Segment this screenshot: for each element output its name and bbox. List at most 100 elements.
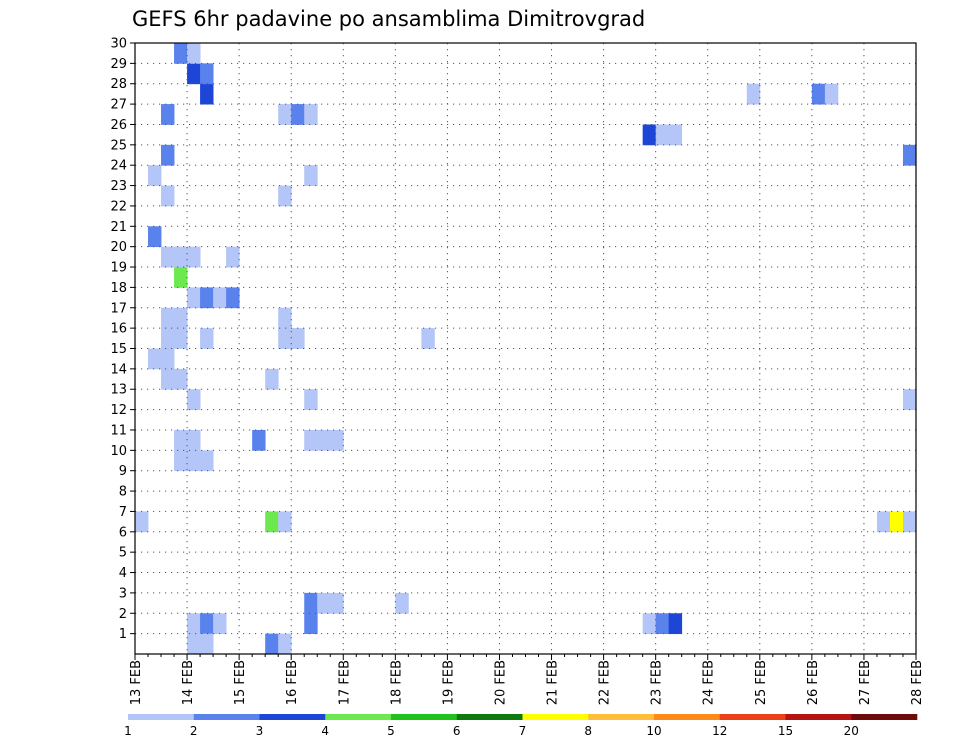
heatmap-cell xyxy=(395,592,409,614)
legend-label: 12 xyxy=(712,724,727,738)
heatmap-cell xyxy=(668,613,683,635)
heatmap-cell xyxy=(161,246,175,268)
y-tick-label: 21 xyxy=(110,220,127,235)
heatmap-cell xyxy=(291,104,305,125)
heatmap-cell xyxy=(161,307,175,329)
heatmap-cell xyxy=(304,592,318,614)
heatmap-cell xyxy=(174,429,188,451)
y-tick-label: 28 xyxy=(110,77,127,92)
x-tick-label: 14 FEB xyxy=(181,660,196,705)
heatmap-cell xyxy=(187,429,201,451)
x-tick-label: 28 FEB xyxy=(910,660,925,705)
heatmap-cells xyxy=(135,43,917,655)
legend-label: 10 xyxy=(646,724,661,738)
heatmap-cell xyxy=(213,613,227,635)
y-tick-label: 30 xyxy=(110,37,127,52)
heatmap-cell xyxy=(187,246,201,268)
heatmap-cell xyxy=(161,328,175,349)
heatmap-cell xyxy=(187,389,201,410)
heatmap-cell xyxy=(161,185,175,207)
legend-swatch xyxy=(588,714,655,720)
heatmap-cell xyxy=(902,511,917,533)
y-tick-label: 14 xyxy=(110,362,127,377)
y-tick-label: 29 xyxy=(110,57,127,72)
heatmap-cell xyxy=(278,328,292,349)
legend-swatch xyxy=(259,714,326,720)
legend-label: 2 xyxy=(190,724,198,738)
legend-label: 6 xyxy=(453,724,461,738)
x-tick-label: 25 FEB xyxy=(754,660,769,705)
heatmap-cell xyxy=(135,511,149,533)
legend-swatch xyxy=(785,714,852,720)
chart-title: GEFS 6hr padavine po ansamblima Dimitrov… xyxy=(132,7,645,31)
color-legend: 1 2 3 4 5 6 7 8 10 12 15 20 xyxy=(124,714,918,738)
heatmap-cell xyxy=(278,104,292,125)
heatmap-cell xyxy=(304,429,318,451)
y-tick-label: 5 xyxy=(119,546,127,561)
y-tick-label: 17 xyxy=(110,301,127,316)
heatmap-cell xyxy=(811,83,826,105)
x-tick-label: 24 FEB xyxy=(702,660,717,705)
y-tick-label: 26 xyxy=(110,118,127,133)
heatmap-cell xyxy=(317,429,331,451)
heatmap-cell xyxy=(200,287,214,309)
heatmap-cell xyxy=(187,43,201,64)
heatmap-cell xyxy=(148,226,162,248)
heatmap-cell xyxy=(187,63,201,85)
x-tick-label: 20 FEB xyxy=(493,660,508,705)
y-tick-label: 9 xyxy=(119,464,127,479)
legend-label: 3 xyxy=(256,724,264,738)
x-tick-label: 15 FEB xyxy=(233,660,248,705)
heatmap-cell xyxy=(252,429,266,451)
heatmap-cell xyxy=(200,328,214,349)
heatmap-cell xyxy=(161,368,175,390)
heatmap-cell xyxy=(213,287,227,309)
x-tick-label: 22 FEB xyxy=(598,660,613,705)
heatmap-cell xyxy=(304,613,318,635)
heatmap-cell xyxy=(174,328,188,349)
y-tick-label: 1 xyxy=(119,627,127,642)
y-tick-label: 18 xyxy=(110,281,127,296)
y-tick-label: 24 xyxy=(110,159,127,174)
heatmap-cell xyxy=(200,450,214,472)
heatmap-cell xyxy=(642,613,657,635)
legend-swatch xyxy=(719,714,786,720)
x-tick-label: 13 FEB xyxy=(129,660,144,705)
y-tick-label: 13 xyxy=(110,383,127,398)
legend-label: 20 xyxy=(844,724,859,738)
x-tick-label: 27 FEB xyxy=(858,660,873,705)
heatmap-cell xyxy=(278,633,292,655)
heatmap-cell xyxy=(187,613,201,635)
heatmap-cell xyxy=(889,511,904,533)
x-tick-label: 26 FEB xyxy=(806,660,821,705)
y-tick-label: 8 xyxy=(119,485,127,500)
heatmap-cell xyxy=(330,592,344,614)
heatmap-cell xyxy=(291,328,305,349)
x-tick-label: 16 FEB xyxy=(285,660,300,705)
heatmap-cell xyxy=(200,633,214,655)
y-tick-label: 11 xyxy=(110,423,127,438)
heatmap-cell xyxy=(304,165,318,186)
y-tick-label: 7 xyxy=(119,505,127,520)
heatmap-cell xyxy=(174,267,188,288)
heatmap-cell xyxy=(317,592,331,614)
heatmap-cell xyxy=(304,104,318,125)
y-axis: 1234567891011121314151617181920212223242… xyxy=(110,37,135,642)
y-tick-label: 25 xyxy=(110,138,127,153)
heatmap-cell xyxy=(668,124,683,146)
y-tick-label: 27 xyxy=(110,98,127,113)
y-tick-label: 6 xyxy=(119,525,127,540)
legend-label: 4 xyxy=(321,724,329,738)
heatmap-cell xyxy=(174,450,188,472)
heatmap-cell xyxy=(148,348,162,370)
x-tick-label: 21 FEB xyxy=(546,660,561,705)
legend-label: 15 xyxy=(778,724,793,738)
legend-label: 1 xyxy=(124,724,132,738)
y-tick-label: 3 xyxy=(119,586,127,601)
legend-swatch xyxy=(654,714,721,720)
legend-label: 7 xyxy=(519,724,527,738)
heatmap-cell xyxy=(655,613,670,635)
legend-swatch xyxy=(851,714,918,720)
legend-label: 5 xyxy=(387,724,395,738)
